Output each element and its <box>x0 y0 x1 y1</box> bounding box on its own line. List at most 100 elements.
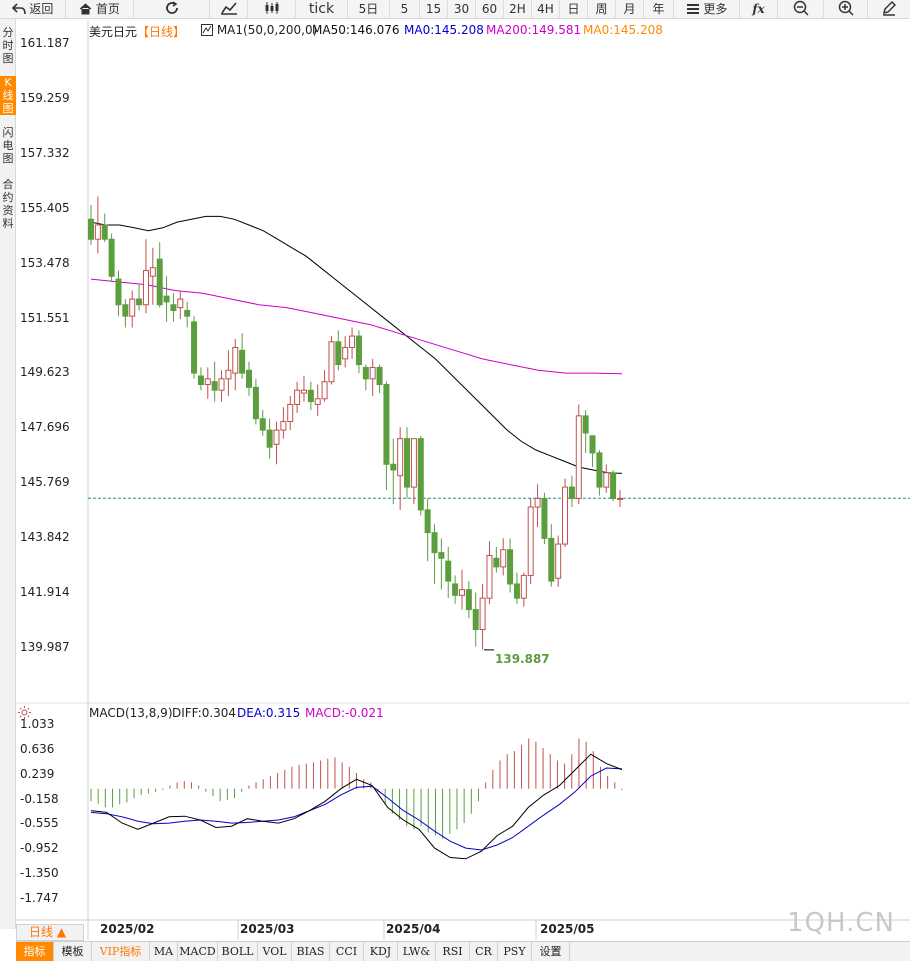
indicator-tab[interactable]: VOL <box>258 942 292 961</box>
indicator-tab[interactable]: KDJ <box>364 942 398 961</box>
more-label: 更多 <box>703 2 728 16</box>
dea-line <box>90 767 623 851</box>
more-button[interactable]: 更多 <box>674 0 740 19</box>
macd-dea: DEA:0.315 <box>237 706 301 720</box>
diff-line <box>90 753 623 860</box>
x-tick-label: 2025/02 <box>100 922 155 936</box>
candle-body <box>170 304 177 311</box>
period-15[interactable]: 15 <box>420 0 448 19</box>
home-button[interactable]: 首页 <box>66 0 134 19</box>
candle-body <box>568 486 575 499</box>
candle-body <box>486 554 493 599</box>
x-tick-label: 2025/03 <box>240 922 295 936</box>
indicator-tab[interactable]: CCI <box>330 942 364 961</box>
formula-button[interactable]: fx <box>740 0 778 19</box>
candle-body <box>596 452 603 488</box>
candle-body <box>184 309 191 317</box>
candle-body <box>438 552 445 559</box>
candle-body <box>197 375 204 386</box>
candle-body <box>369 366 376 380</box>
tab-flash-label: 闪电图 <box>2 126 14 165</box>
candle-body <box>452 583 459 596</box>
zoom-in-icon <box>838 0 854 16</box>
draw-button[interactable] <box>868 0 910 19</box>
tab-timeshare[interactable]: 分时图 <box>0 26 16 65</box>
candle-body <box>115 278 122 306</box>
macd-tick-label: 0.239 <box>20 766 55 781</box>
back-button[interactable]: 返回 <box>0 0 66 19</box>
candle-body <box>335 341 342 366</box>
indicator-tab[interactable]: RSI <box>436 942 470 961</box>
tab-contract-info-label: 合约资料 <box>2 178 14 230</box>
candle-body <box>520 574 527 599</box>
candle-body <box>513 583 520 599</box>
price-tick-label: 143.842 <box>20 530 70 545</box>
period-year[interactable]: 年 <box>644 0 674 19</box>
ma-group-label[interactable]: MA1(50,0,200,0) <box>201 23 317 37</box>
ma50-value: MA50:146.076 <box>312 23 400 37</box>
candle-body <box>342 346 349 360</box>
menu-icon <box>686 4 699 14</box>
period-4h[interactable]: 4H <box>532 0 560 19</box>
candle-body <box>582 415 589 434</box>
candle-body <box>541 497 548 539</box>
indicator-tab[interactable]: BOLL <box>218 942 258 961</box>
five-day-button[interactable]: 5日 <box>348 0 390 19</box>
candle-body <box>101 224 108 240</box>
period-selector[interactable]: 日线 ▲ <box>16 924 84 941</box>
zoom-out-icon <box>793 0 809 16</box>
zoom-out-button[interactable] <box>778 0 824 19</box>
candlestick-button[interactable] <box>248 0 296 19</box>
candle-body <box>204 378 211 386</box>
indicator-tab[interactable]: 模板 <box>54 942 92 961</box>
period-month[interactable]: 月 <box>616 0 644 19</box>
indicator-tab[interactable]: 设置 <box>532 942 570 961</box>
refresh-button[interactable] <box>134 0 210 19</box>
candle-body <box>445 560 452 582</box>
period-5[interactable]: 5 <box>390 0 420 19</box>
candle-body <box>424 509 431 534</box>
indicator-tab[interactable]: PSY <box>498 942 532 961</box>
period-day[interactable]: 日 <box>560 0 588 19</box>
period-week[interactable]: 周 <box>588 0 616 19</box>
candle-body <box>472 609 479 631</box>
macd-tick-label: -1.350 <box>20 866 59 881</box>
indicator-tab[interactable]: BIAS <box>292 942 330 961</box>
indicator-tab[interactable]: 指标 <box>16 942 54 961</box>
period-30[interactable]: 30 <box>448 0 476 19</box>
home-label: 首页 <box>95 2 120 16</box>
candle-body <box>88 218 94 240</box>
tick-button[interactable]: tick <box>296 0 348 19</box>
candle-body <box>548 537 555 582</box>
tab-timeshare-label: 分时图 <box>2 26 14 65</box>
candlestick-icon <box>265 2 278 14</box>
candle-body <box>266 429 273 448</box>
period-60[interactable]: 60 <box>476 0 504 19</box>
candle-body <box>383 384 390 465</box>
candle-body <box>555 543 562 579</box>
candle-body <box>163 295 170 303</box>
tab-contract-info[interactable]: 合约资料 <box>0 178 16 230</box>
macd-diff: DIFF:0.304 <box>172 706 237 720</box>
refresh-icon <box>165 1 178 14</box>
tab-flash[interactable]: 闪电图 <box>0 126 16 165</box>
candle-body <box>349 335 356 348</box>
candle-body <box>534 497 541 508</box>
candle-body <box>575 415 582 499</box>
candle-body <box>527 506 534 576</box>
macd-tick-label: -0.158 <box>20 791 59 806</box>
indicator-tab[interactable]: MA <box>150 942 178 961</box>
toolbar: 返回 首页 tick 5日 5 15 30 60 2H 4H 日 周 月 年 更… <box>0 0 910 19</box>
zoom-in-button[interactable] <box>824 0 868 19</box>
macd-tick-label: 1.033 <box>20 717 55 731</box>
macd-settings-button[interactable] <box>18 706 31 720</box>
candle-body <box>218 378 225 391</box>
chart-type-button[interactable] <box>210 0 248 19</box>
period-2h[interactable]: 2H <box>504 0 532 19</box>
indicator-tab[interactable]: MACD <box>178 942 218 961</box>
indicator-tab[interactable]: CR <box>470 942 498 961</box>
indicator-tab[interactable]: LW& <box>398 942 436 961</box>
indicator-tab[interactable]: VIP指标 <box>92 942 150 961</box>
